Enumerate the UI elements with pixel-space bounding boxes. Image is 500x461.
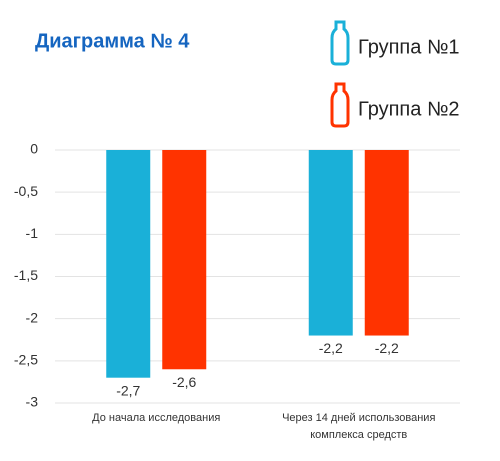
y-tick-label: -2,5 [14, 352, 38, 368]
x-tick-label: До начала исследования [92, 412, 221, 424]
y-tick-label: -3 [26, 394, 39, 410]
y-tick-label: -1 [26, 225, 39, 241]
legend-label: Группа №2 [358, 98, 460, 120]
bar [364, 150, 409, 336]
bar [106, 150, 151, 378]
y-tick-label: -2 [26, 309, 39, 325]
bar [308, 150, 353, 336]
legend-label: Группа №1 [358, 36, 460, 58]
value-label: -2,6 [172, 374, 196, 390]
y-tick-label: -1,5 [14, 267, 38, 283]
y-tick-label: -0,5 [14, 183, 38, 199]
value-label: -2,7 [116, 382, 140, 398]
value-label: -2,2 [375, 340, 399, 356]
bar [162, 150, 207, 370]
legend-icon [330, 82, 350, 128]
x-label-box: До начала исследования [92, 412, 221, 424]
value-label: -2,2 [319, 340, 343, 356]
x-label-box: Через 14 дней использования комплекса ср… [282, 412, 436, 441]
chart-title: Диаграмма № 4 [35, 30, 190, 52]
x-tick-label: Через 14 дней использования комплекса ср… [282, 412, 436, 441]
legend-icon [330, 20, 350, 66]
y-tick-label: 0 [30, 141, 38, 157]
